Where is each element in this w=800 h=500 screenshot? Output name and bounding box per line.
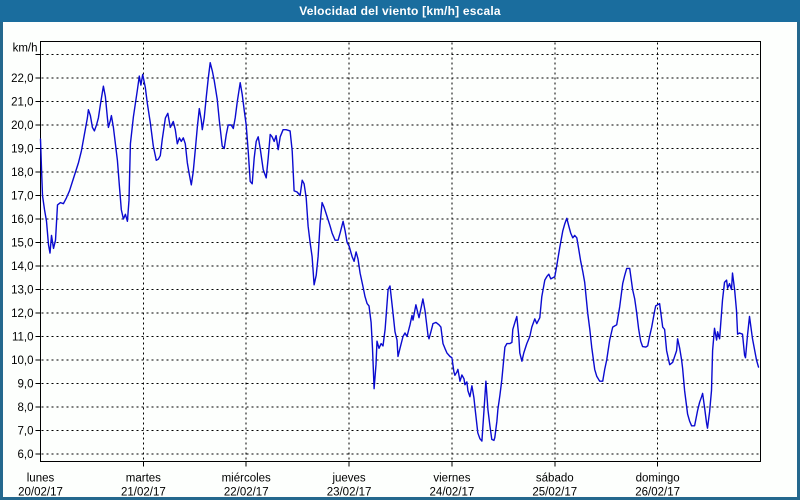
x-day-date-label: 20/02/17	[18, 487, 63, 499]
x-day-weekday-label: lunes	[27, 473, 55, 485]
x-day-date-label: 25/02/17	[532, 487, 577, 499]
x-day-date-label: 21/02/17	[121, 487, 166, 499]
y-tick-label: 10,0	[11, 355, 33, 367]
y-tick-label: 22,0	[11, 73, 33, 85]
y-tick-label: 13,0	[11, 285, 33, 297]
plot-border	[40, 41, 761, 462]
x-day-weekday-label: martes	[126, 473, 161, 485]
y-tick-label: 19,0	[11, 144, 33, 156]
y-tick-label: 11,0	[12, 332, 34, 344]
y-tick-label: 21,0	[11, 97, 33, 109]
x-day-weekday-label: jueves	[331, 473, 365, 485]
y-tick-label: 16,0	[11, 214, 33, 226]
x-day-weekday-label: sábado	[536, 473, 574, 485]
y-tick-label: 15,0	[11, 238, 33, 250]
chart-background	[3, 3, 797, 497]
x-day-weekday-label: domingo	[636, 473, 680, 485]
x-day-date-label: 26/02/17	[635, 487, 680, 499]
x-day-date-label: 24/02/17	[430, 487, 475, 499]
y-tick-label: 20,0	[11, 120, 33, 132]
y-tick-label: 17,0	[11, 191, 33, 203]
y-tick-label: 18,0	[11, 167, 33, 179]
y-tick-label: 6,0	[18, 449, 34, 461]
x-day-weekday-label: miércoles	[222, 473, 271, 485]
x-day-date-label: 22/02/17	[224, 487, 269, 499]
y-axis-unit-label: km/h	[13, 43, 38, 55]
y-tick-label: 8,0	[18, 402, 34, 414]
wind-speed-line	[39, 62, 760, 442]
chart-title-bar: Velocidad del viento [km/h] escala	[0, 0, 800, 22]
y-tick-label: 9,0	[18, 379, 34, 391]
x-day-weekday-label: viernes	[433, 473, 470, 485]
y-tick-label: 7,0	[18, 426, 34, 438]
y-tick-label: 12,0	[11, 308, 33, 320]
y-tick-label: 14,0	[11, 261, 33, 273]
chart-title: Velocidad del viento [km/h] escala	[299, 4, 501, 18]
x-day-date-label: 23/02/17	[327, 487, 372, 499]
